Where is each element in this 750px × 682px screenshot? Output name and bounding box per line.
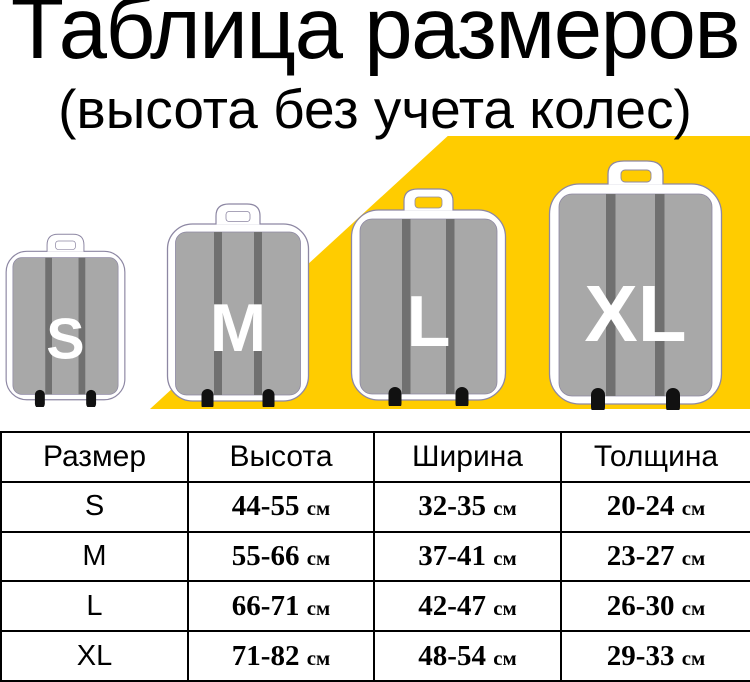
svg-text:M: M xyxy=(210,290,267,366)
svg-text:L: L xyxy=(407,282,451,362)
svg-text:XL: XL xyxy=(584,269,686,358)
svg-text:S: S xyxy=(46,307,84,371)
